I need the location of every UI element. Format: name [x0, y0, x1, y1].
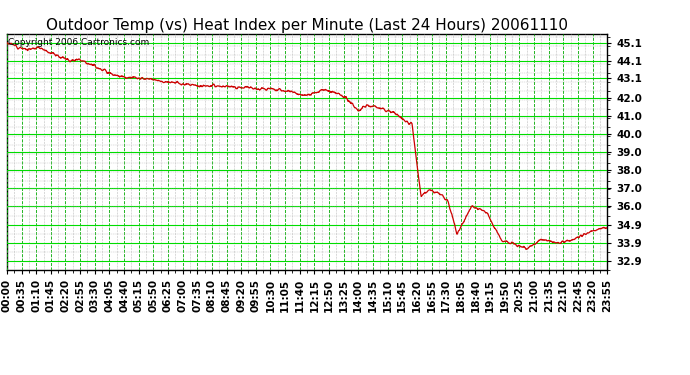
- Title: Outdoor Temp (vs) Heat Index per Minute (Last 24 Hours) 20061110: Outdoor Temp (vs) Heat Index per Minute …: [46, 18, 568, 33]
- Text: Copyright 2006 Cartronics.com: Copyright 2006 Cartronics.com: [8, 39, 149, 48]
